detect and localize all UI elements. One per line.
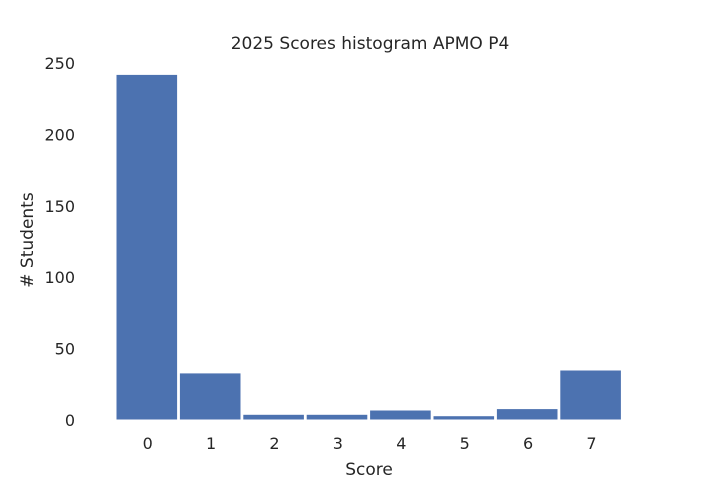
x-tick-label: 4 (396, 434, 406, 453)
y-tick-label: 250 (44, 54, 75, 73)
bar-score-2 (242, 413, 305, 421)
x-tick-label: 3 (333, 434, 343, 453)
bar-score-5 (432, 415, 496, 421)
bar-score-1 (178, 372, 242, 421)
y-tick-label: 100 (44, 268, 75, 287)
y-tick-labels: 0 50 100 150 200 250 (44, 54, 75, 430)
chart-title: 2025 Scores histogram APMO P4 (231, 34, 510, 54)
bars-group (115, 73, 622, 421)
y-tick-label: 50 (55, 340, 75, 359)
x-tick-label: 5 (460, 434, 470, 453)
x-tick-label: 1 (206, 434, 216, 453)
x-tick-label: 6 (523, 434, 533, 453)
bar-score-0 (115, 73, 179, 421)
bar-score-7 (559, 369, 622, 421)
y-tick-label: 150 (44, 197, 75, 216)
x-tick-labels: 0 1 2 3 4 5 6 7 (143, 434, 597, 453)
bar-score-3 (305, 413, 369, 421)
y-tick-label: 200 (44, 125, 75, 144)
y-axis-label: # Students (18, 192, 38, 288)
y-tick-label: 0 (65, 411, 75, 430)
x-tick-label: 2 (269, 434, 279, 453)
x-axis-label: Score (345, 460, 393, 480)
x-tick-label: 7 (586, 434, 596, 453)
bar-score-6 (495, 408, 559, 421)
bar-score-4 (369, 409, 432, 421)
x-tick-label: 0 (143, 434, 153, 453)
